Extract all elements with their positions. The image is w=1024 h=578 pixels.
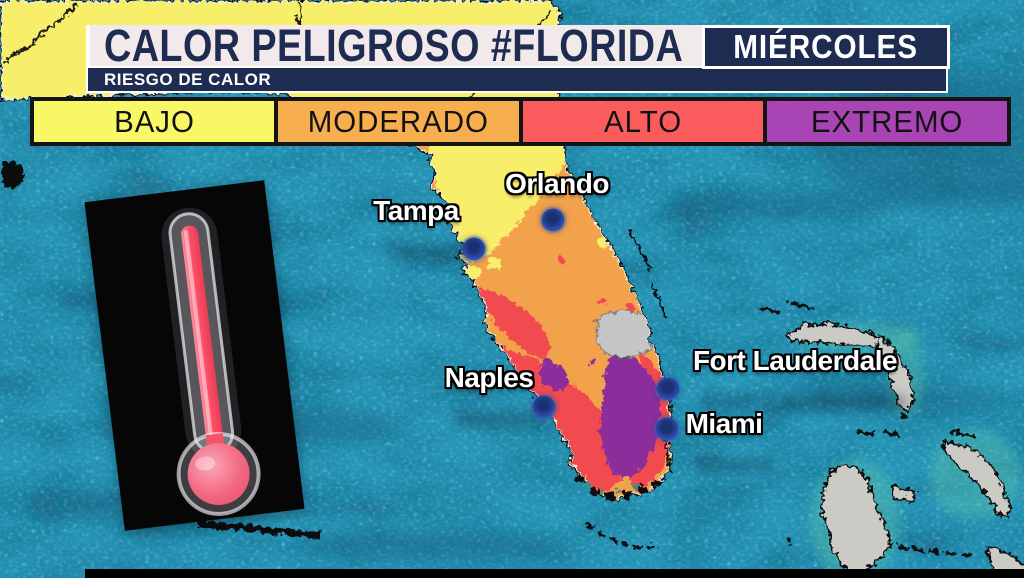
subtitle-bar: RIESGO DE CALOR <box>86 66 948 93</box>
legend-label-alto: ALTO <box>603 103 682 139</box>
page-title: CALOR PELIGROSO #FLORIDA <box>104 25 684 66</box>
heat-risk-legend: BAJO MODERADO ALTO EXTREMO <box>30 97 1011 146</box>
abaco <box>872 331 913 411</box>
thermometer-graphic <box>84 180 305 531</box>
eleuthera <box>938 437 1010 517</box>
city-marker-fort-lauderdale <box>656 377 680 401</box>
state-boundary-line <box>1 1 76 62</box>
thermometer-fluid <box>181 225 225 459</box>
city-label-fort-lauderdale: Fort Lauderdale <box>692 345 898 376</box>
title-panel: CALOR PELIGROSO #FLORIDA <box>86 25 702 66</box>
city-label-shadow-fort-lauderdale: Fort Lauderdale <box>702 385 908 416</box>
city-marker-miami <box>655 417 679 441</box>
river-line <box>295 0 301 25</box>
legend-label-moderado: MODERADO <box>307 103 489 139</box>
marquesas-keys <box>195 518 320 536</box>
city-label-tampa: Tampa <box>373 195 459 226</box>
subtitle-label: RIESGO DE CALOR <box>104 69 272 89</box>
day-badge: MIÉRCOLES <box>702 25 950 69</box>
legend-cell-alto: ALTO <box>518 101 763 142</box>
risk-alto-region <box>476 284 668 492</box>
city-label-orlando: Orlando <box>505 168 609 199</box>
city-label-shadow-tampa: Tampa <box>383 235 469 266</box>
legend-cell-bajo: BAJO <box>34 101 275 142</box>
legend-label-bajo: BAJO <box>113 103 195 139</box>
andros <box>818 461 889 574</box>
city-marker-orlando <box>541 208 565 232</box>
city-marker-tampa <box>462 237 486 261</box>
city-label-naples: Naples <box>444 362 534 393</box>
legend-cell-extremo: EXTREMO <box>762 101 1007 142</box>
bottom-letterbox-bar <box>85 569 1024 578</box>
city-label-shadow-naples: Naples <box>454 402 544 433</box>
mangrove-coast <box>573 472 658 498</box>
small-island-left <box>0 158 22 186</box>
legend-cell-moderado: MODERADO <box>274 101 519 142</box>
day-label: MIÉRCOLES <box>733 28 919 65</box>
risk-extremo-region <box>537 348 659 477</box>
legend-label-extremo: EXTREMO <box>810 103 964 139</box>
risk-bajo-patch <box>425 138 624 260</box>
thermometer-bulb <box>187 442 250 505</box>
city-marker-naples <box>532 395 556 419</box>
city-label-miami: Miami <box>685 408 763 439</box>
city-label-shadow-miami: Miami <box>695 448 773 479</box>
